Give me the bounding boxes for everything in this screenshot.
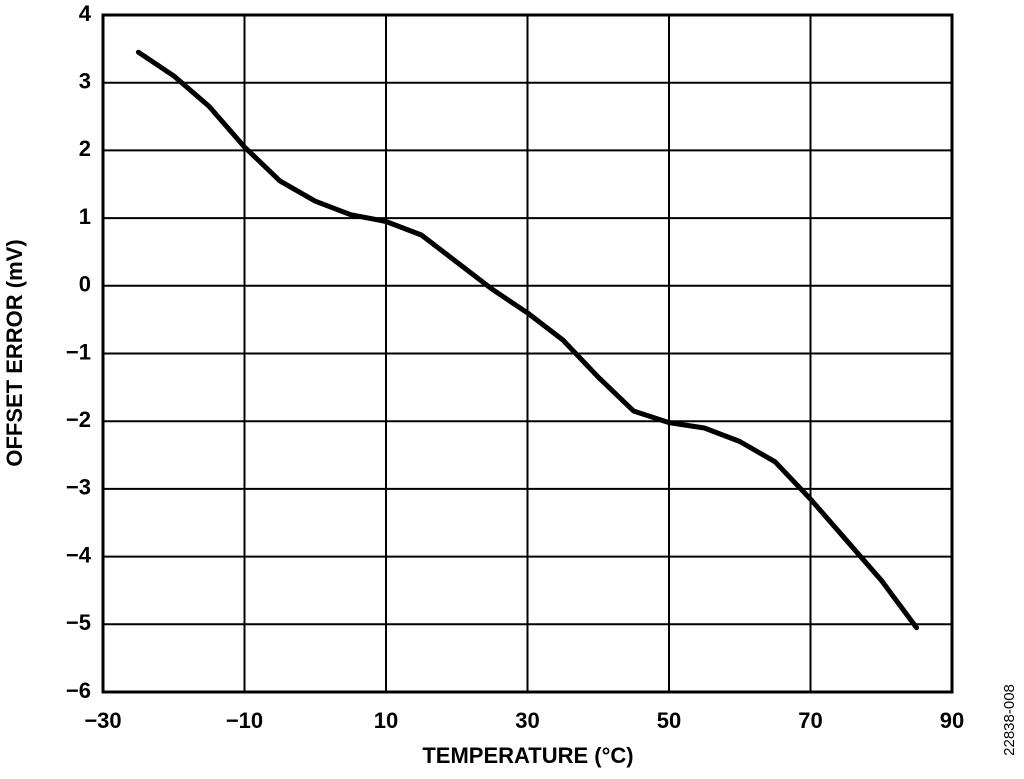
figure-id: 22838-008 (1001, 684, 1018, 756)
data-line (135, 49, 920, 631)
x-axis-label: TEMPERATURE (°C) (422, 743, 633, 768)
x-tick-label: 30 (515, 708, 539, 733)
x-tick-label: 50 (657, 708, 681, 733)
y-tick-label: 3 (79, 69, 91, 94)
x-tick-label: −10 (226, 708, 263, 733)
y-tick-label: −3 (66, 475, 91, 500)
y-tick-label: −2 (66, 407, 91, 432)
x-tick-label: −30 (84, 708, 121, 733)
plot-frame (101, 13, 954, 694)
y-axis-label: OFFSET ERROR (mV) (2, 239, 27, 466)
y-tick-label: 4 (79, 1, 92, 26)
x-tick-label: 10 (374, 708, 398, 733)
y-tick-label: −4 (66, 542, 92, 567)
x-tick-label: 70 (798, 708, 822, 733)
y-tick-label: 2 (79, 136, 91, 161)
y-tick-label: −5 (66, 610, 91, 635)
y-tick-label: 0 (79, 272, 91, 297)
y-tick-label: −1 (66, 339, 91, 364)
y-tick-label: −6 (66, 678, 91, 703)
y-tick-label: 1 (79, 204, 91, 229)
x-tick-label: 90 (940, 708, 964, 733)
